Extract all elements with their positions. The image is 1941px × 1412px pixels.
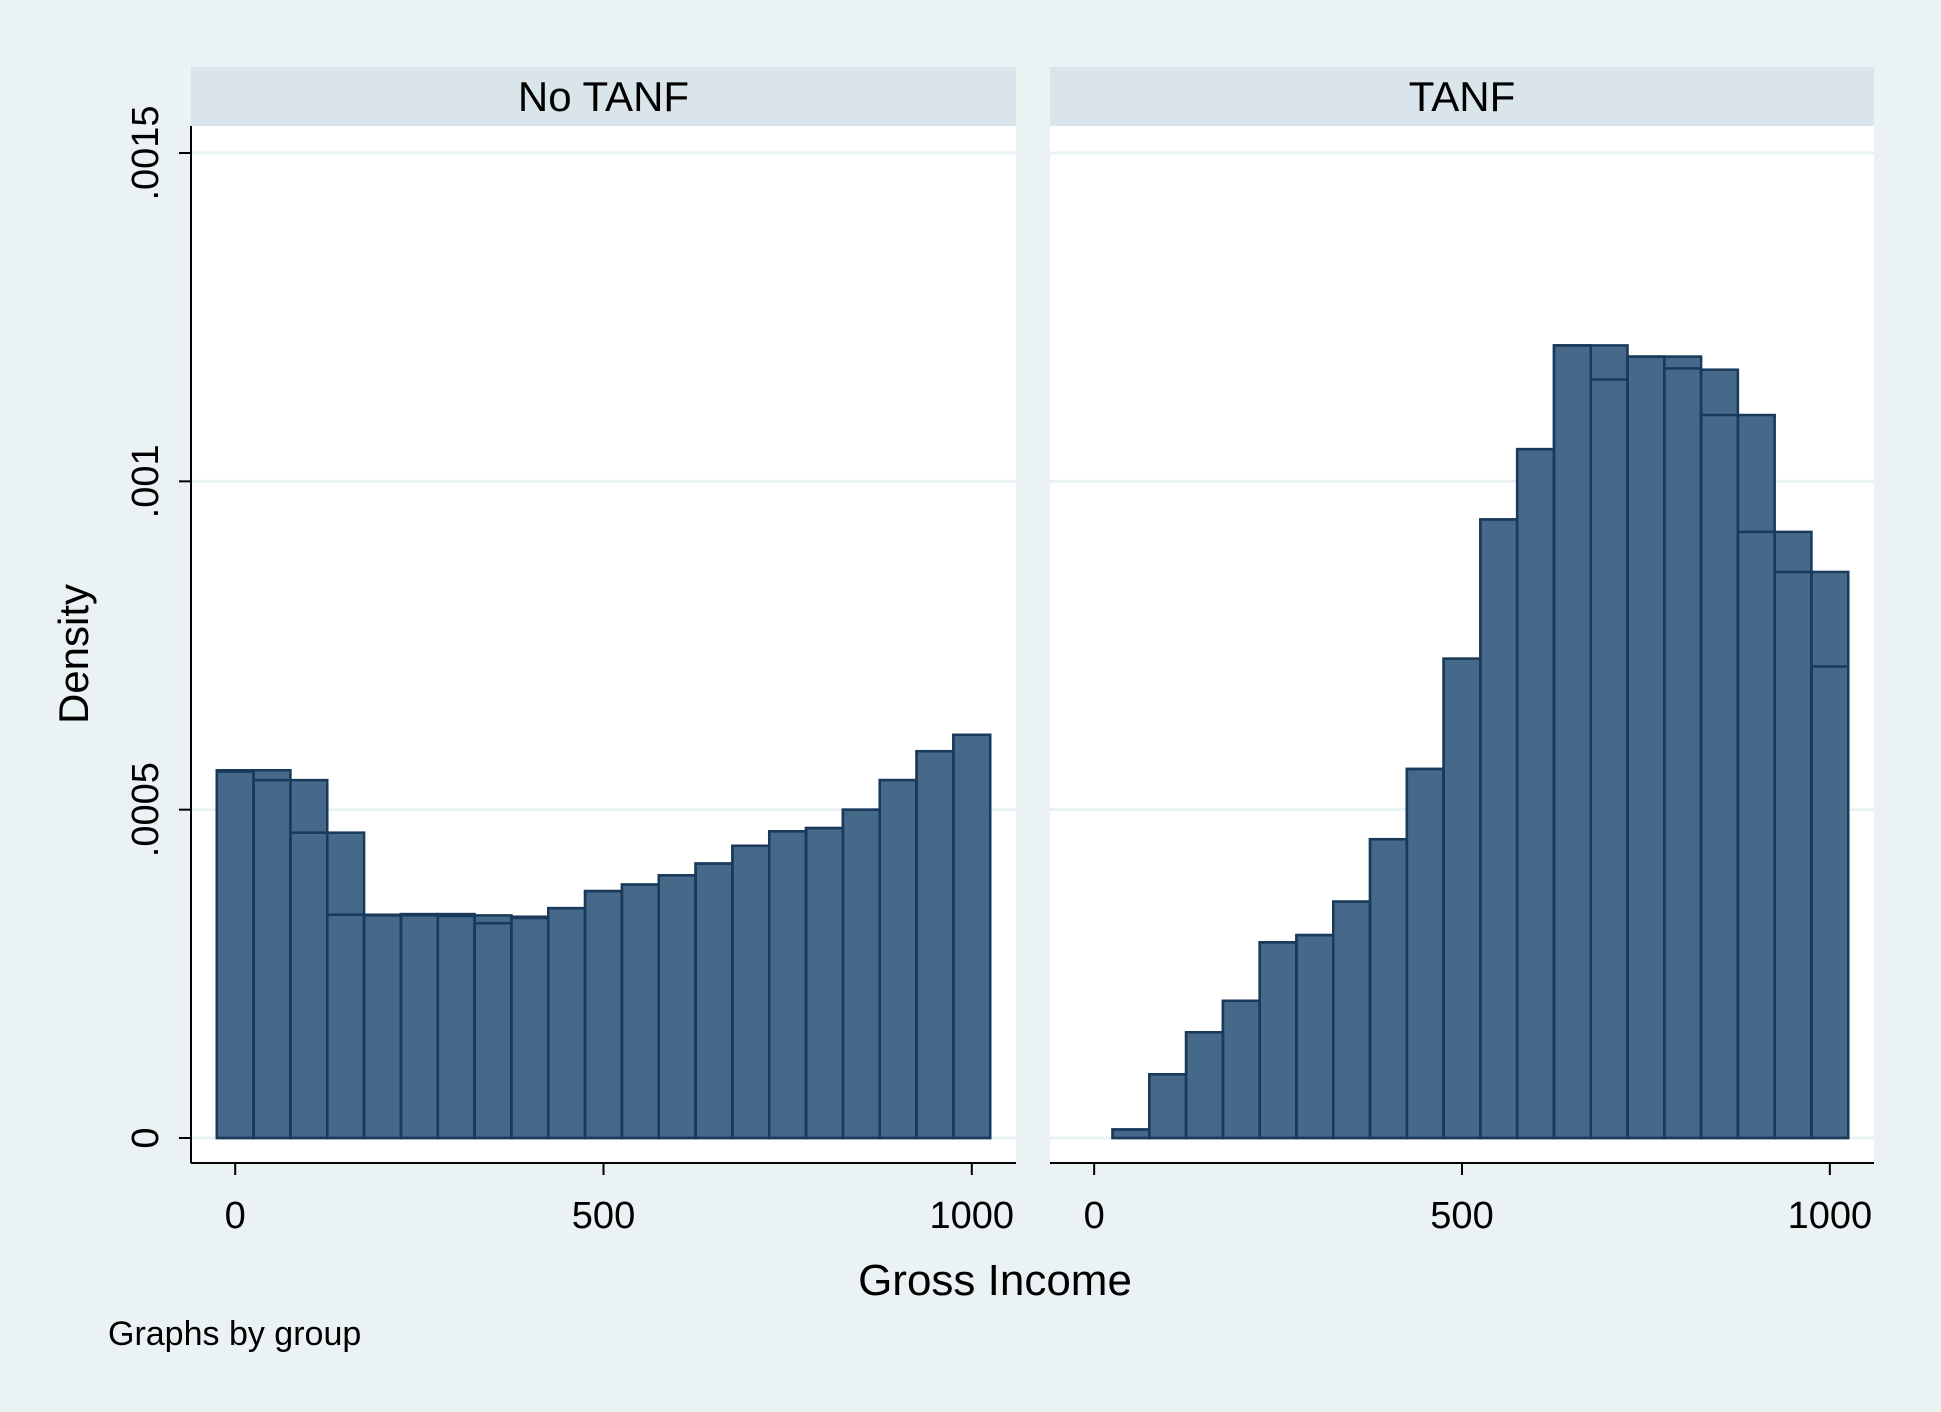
bar: [804, 826, 845, 1140]
graph-note: Graphs by group: [108, 1315, 361, 1353]
bar: [1663, 367, 1703, 1140]
bar: [510, 915, 550, 1140]
bar: [1295, 933, 1335, 1140]
bar: [731, 844, 771, 1140]
bar: [362, 914, 403, 1140]
bar: [767, 830, 808, 1140]
bar: [1589, 344, 1629, 1140]
bar: [694, 862, 734, 1140]
x-tick-label: 500: [572, 1195, 635, 1237]
bar: [326, 913, 366, 1140]
bar: [1479, 518, 1519, 1140]
x-tick-label: 1000: [1788, 1195, 1873, 1237]
bar: [1699, 413, 1740, 1140]
panel-1: No TANF 0 500 1000 0 .0005 .001 .0015: [125, 67, 1016, 1237]
bar: [289, 831, 329, 1140]
panel-header: [191, 67, 1016, 126]
series-2: [215, 733, 992, 1140]
bar: [473, 922, 513, 1140]
x-tick-label: 1000: [930, 1195, 1015, 1237]
bar: [1773, 570, 1813, 1140]
bar: [767, 830, 808, 1140]
panel-2: TANF 0 500 1000: [1050, 67, 1874, 1237]
series-1: [215, 733, 992, 1140]
y-tick-label: .0005: [125, 762, 167, 857]
bar: [1148, 1073, 1188, 1140]
panels: No TANF 0 500 1000 0 .0005 .001 .0015 TANF 0 500 10…: [125, 67, 1874, 1237]
y-tick-label: .0015: [125, 105, 167, 200]
x-tick-label: 0: [225, 1195, 246, 1237]
bar: [1552, 344, 1592, 1140]
bar: [1626, 355, 1666, 1140]
bar: [878, 778, 918, 1140]
bar: [215, 770, 255, 1140]
bar: [1184, 1031, 1225, 1140]
bar: [1442, 657, 1482, 1140]
bar: [583, 889, 624, 1140]
bar: [547, 906, 587, 1140]
y-tick-label: 0: [125, 1127, 167, 1148]
y-tick-label: .001: [125, 444, 167, 518]
bar: [436, 914, 476, 1140]
bar: [657, 874, 697, 1140]
bar: [1221, 999, 1261, 1140]
y-axis-label: Density: [50, 584, 97, 724]
bar: [1699, 368, 1740, 1140]
bar: [1405, 767, 1445, 1140]
bar: [1258, 941, 1298, 1140]
x-axis-label: Gross Income: [858, 1256, 1132, 1305]
panel-title: TANF: [1409, 73, 1516, 120]
bar: [1332, 900, 1372, 1140]
x-tick-label: 500: [1430, 1195, 1493, 1237]
bar: [1810, 665, 1850, 1140]
bar: [915, 749, 955, 1140]
bar: [1515, 447, 1556, 1140]
bar: [399, 914, 440, 1140]
panel-header: [1050, 67, 1874, 126]
panel-title: No TANF: [518, 73, 689, 120]
bar: [952, 733, 992, 1140]
bar: [804, 826, 845, 1140]
bar: [620, 883, 660, 1140]
bar: [252, 778, 292, 1140]
bar: [1589, 378, 1629, 1140]
bar: [1111, 1128, 1151, 1140]
bar: [841, 808, 881, 1140]
bar: [1773, 530, 1813, 1140]
bar: [510, 916, 550, 1140]
bar: [1736, 530, 1776, 1140]
series-2: [1111, 344, 1850, 1140]
bar: [1368, 837, 1409, 1140]
x-tick-label: 0: [1084, 1195, 1105, 1237]
